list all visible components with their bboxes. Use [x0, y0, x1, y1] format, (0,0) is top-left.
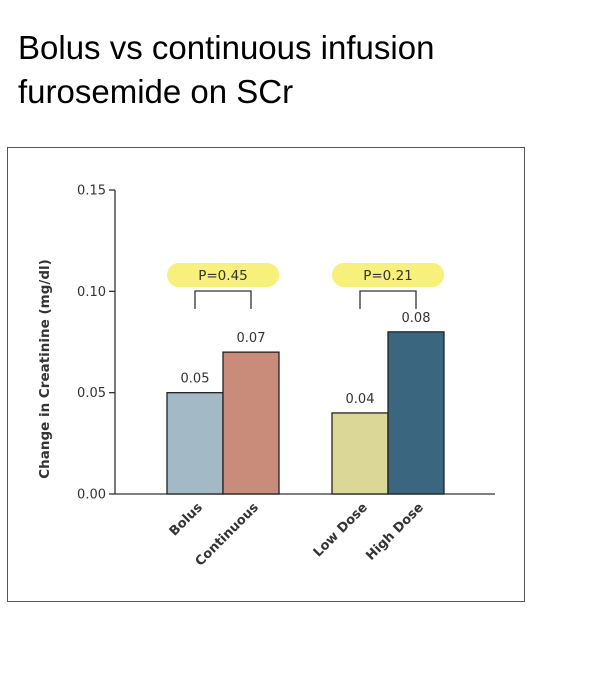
- pvalue-label: P=0.45: [198, 268, 248, 284]
- bar-value-label: 0.07: [237, 331, 266, 346]
- bar: [222, 351, 280, 495]
- bar-chart: 0.000.050.100.15 0.05Bolus0.07Continuous…: [37, 184, 495, 569]
- bar: [331, 412, 389, 495]
- slide-title-line-1: Bolus vs continuous infusion: [18, 29, 435, 66]
- chart-bars: [166, 331, 445, 495]
- y-axis-label: Change in Creatinine (mg/dl): [37, 259, 53, 479]
- bar-value-label: 0.05: [181, 372, 210, 387]
- bar-value-label: 0.04: [346, 392, 375, 407]
- pvalue-highlight: [167, 263, 279, 287]
- y-tick-label: 0.00: [77, 488, 106, 503]
- category-label: Bolus: [167, 500, 206, 539]
- bar: [166, 392, 224, 495]
- pvalue-bracket: [194, 290, 252, 309]
- pvalue-highlights: [167, 263, 444, 287]
- y-tick-label: 0.05: [77, 386, 106, 401]
- bar-value-label: 0.08: [402, 311, 431, 326]
- slide-title: Bolus vs continuous infusion furosemide …: [18, 26, 578, 114]
- y-tick-label: 0.15: [77, 184, 106, 199]
- category-label: Low Dose: [311, 500, 371, 560]
- pvalue-bracket: [359, 290, 417, 309]
- y-tick-label: 0.10: [77, 285, 106, 300]
- slide-title-line-2: furosemide on SCr: [18, 73, 294, 110]
- pvalue-highlight: [332, 263, 444, 287]
- pvalue-label: P=0.21: [363, 268, 413, 284]
- bar: [387, 331, 445, 495]
- category-label: High Dose: [363, 500, 427, 564]
